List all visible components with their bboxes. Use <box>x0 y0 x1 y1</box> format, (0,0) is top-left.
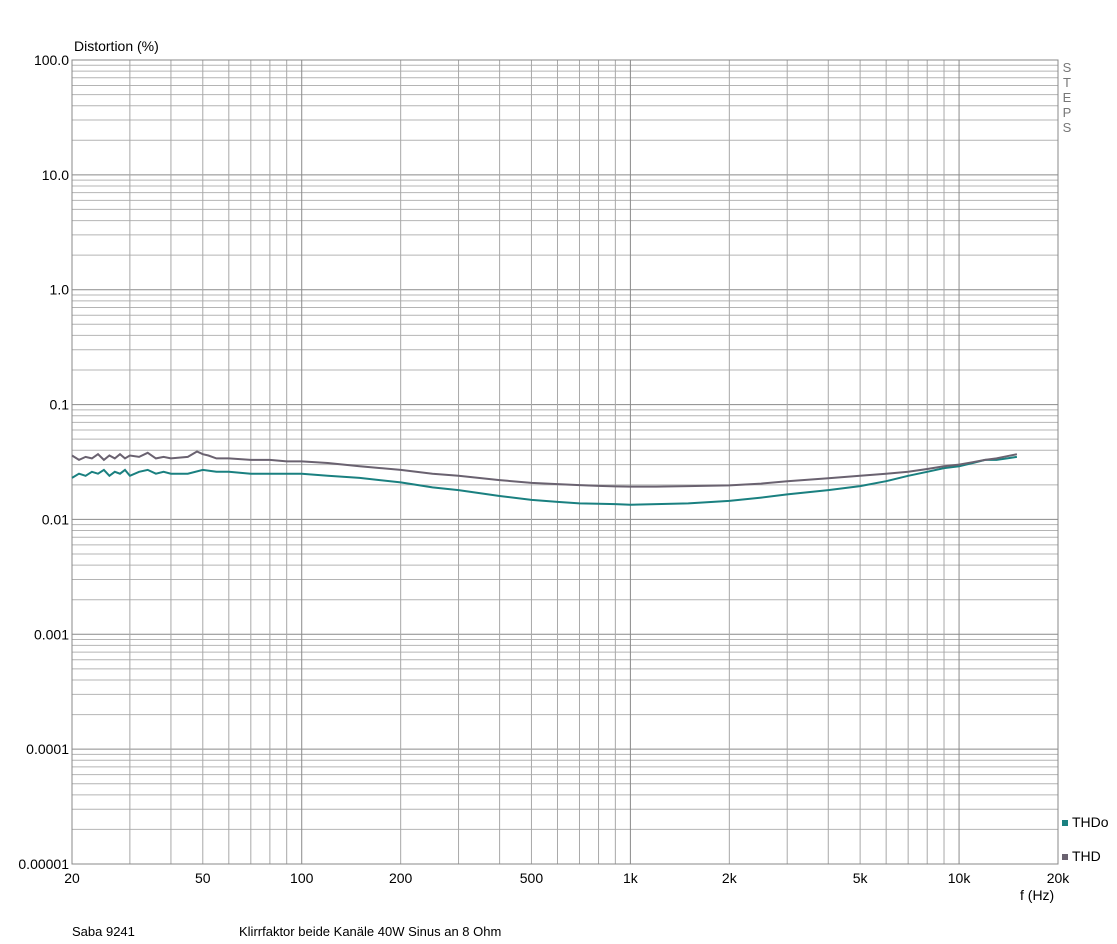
x-tick-label: 20k <box>1047 870 1071 886</box>
legend-label-thdo: THDo <box>1072 814 1109 830</box>
legend-label-thd: THD <box>1072 848 1101 864</box>
series-line-thd <box>71 450 1018 488</box>
x-axis-ticks: 20 50 100 200 500 1k 2k 5k 10k 20k <box>64 870 1070 886</box>
x-tick-label: 20 <box>64 870 80 886</box>
x-tick-label: 2k <box>722 870 738 886</box>
chart-grid <box>71 60 1059 865</box>
x-tick-label: 50 <box>195 870 211 886</box>
y-tick-label: 1.0 <box>50 282 70 298</box>
x-tick-label: 1k <box>623 870 639 886</box>
y-tick-label: 0.0001 <box>26 741 69 757</box>
y-tick-label: 0.01 <box>42 511 69 527</box>
legend-swatch-thdo <box>1062 820 1068 827</box>
y-tick-label: 0.00001 <box>18 856 69 872</box>
y-axis-label: Distortion (%) <box>74 38 159 54</box>
legend-swatch-thd <box>1062 854 1068 861</box>
series-line-thdo <box>71 455 1018 506</box>
legend-item-thdo: THDo <box>1062 814 1109 830</box>
legend-item-thd: THD <box>1062 848 1101 864</box>
footer-description: Klirrfaktor beide Kanäle 40W Sinus an 8 … <box>239 924 502 939</box>
y-tick-label: 100.0 <box>34 52 69 68</box>
y-tick-label: 0.1 <box>50 397 70 413</box>
series-layer <box>71 450 1018 506</box>
x-tick-label: 100 <box>290 870 314 886</box>
x-tick-label: 200 <box>389 870 413 886</box>
y-tick-label: 10.0 <box>42 167 69 183</box>
y-axis-ticks: 100.0 10.0 1.0 0.1 0.01 0.001 0.0001 0.00001 <box>18 52 69 872</box>
y-tick-label: 0.001 <box>34 626 69 642</box>
x-tick-label: 5k <box>853 870 869 886</box>
x-tick-label: 500 <box>520 870 544 886</box>
footer-device-name: Saba 9241 <box>72 924 135 939</box>
x-axis-label: f (Hz) <box>1020 887 1055 903</box>
plot-area-border <box>71 59 1059 865</box>
x-tick-label: 10k <box>948 870 972 886</box>
